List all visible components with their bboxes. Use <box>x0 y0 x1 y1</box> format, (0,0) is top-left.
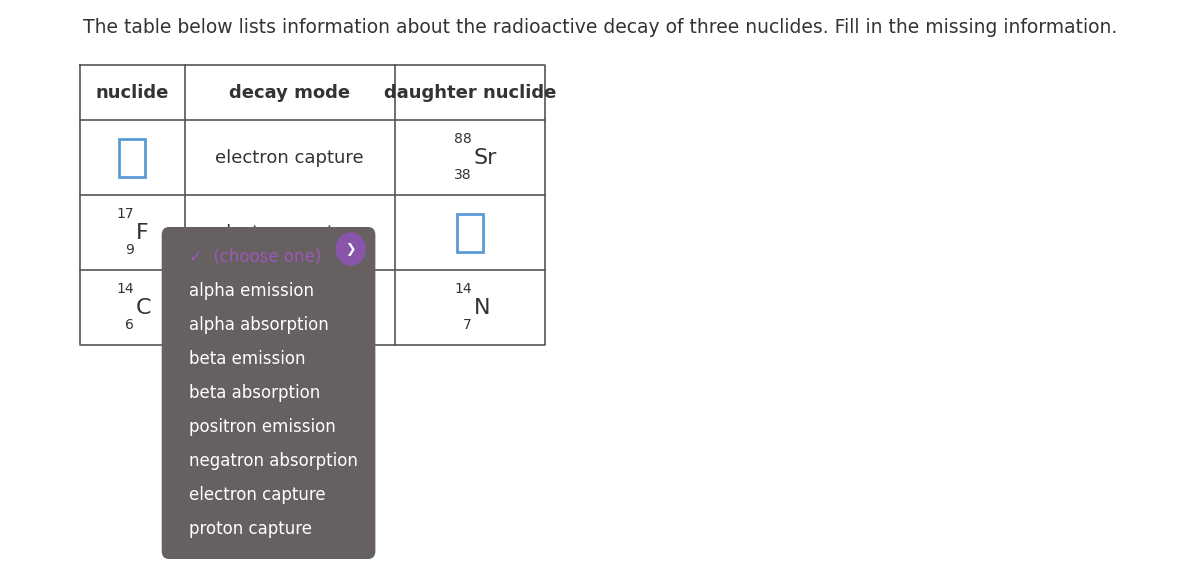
Text: Sr: Sr <box>474 148 497 168</box>
Text: 14: 14 <box>454 282 472 296</box>
Text: nuclide: nuclide <box>95 83 169 102</box>
Text: F: F <box>136 222 149 242</box>
Text: electron capture: electron capture <box>190 486 325 504</box>
Text: beta emission: beta emission <box>190 350 306 368</box>
Circle shape <box>336 233 365 265</box>
Bar <box>119 139 145 176</box>
Text: positron emission: positron emission <box>190 418 336 436</box>
Bar <box>457 213 482 252</box>
Text: beta absorption: beta absorption <box>190 384 320 402</box>
Text: alpha absorption: alpha absorption <box>190 316 329 334</box>
Text: ❯: ❯ <box>346 242 356 256</box>
Text: daughter nuclide: daughter nuclide <box>384 83 556 102</box>
Text: 38: 38 <box>454 168 472 182</box>
Text: electron capture: electron capture <box>215 223 364 242</box>
Text: negatron absorption: negatron absorption <box>190 452 358 470</box>
Text: proton capture: proton capture <box>190 520 312 538</box>
FancyBboxPatch shape <box>162 227 376 559</box>
Text: The table below lists information about the radioactive decay of three nuclides.: The table below lists information about … <box>83 18 1117 37</box>
Text: 17: 17 <box>116 206 134 220</box>
Text: ✓  (choose one): ✓ (choose one) <box>190 248 322 266</box>
Text: 9: 9 <box>125 242 134 256</box>
Text: 14: 14 <box>116 282 134 296</box>
Text: electron capture: electron capture <box>215 149 364 166</box>
Text: 7: 7 <box>463 318 472 332</box>
Text: 6: 6 <box>125 318 134 332</box>
Text: N: N <box>474 298 490 318</box>
Text: 88: 88 <box>454 132 472 145</box>
Text: decay mode: decay mode <box>229 83 350 102</box>
Text: alpha emission: alpha emission <box>190 282 314 300</box>
Text: C: C <box>136 298 151 318</box>
